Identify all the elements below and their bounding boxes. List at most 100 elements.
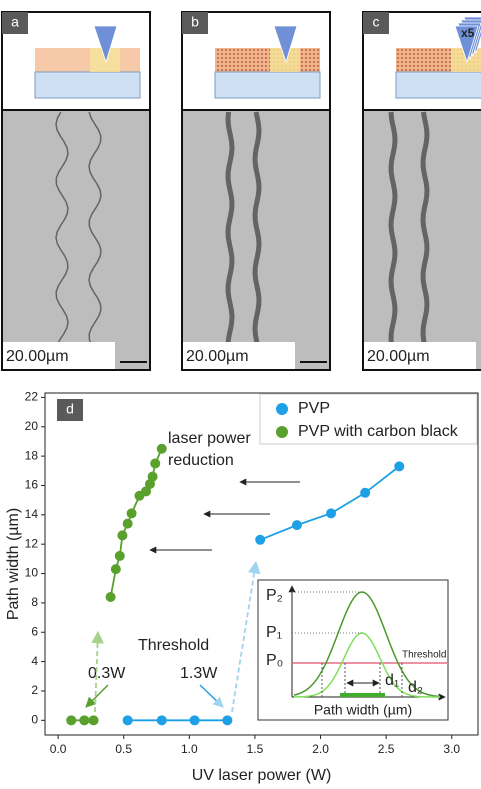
y-tick-label: 12 — [25, 536, 39, 550]
series-line — [109, 448, 163, 598]
label-box — [363, 12, 389, 34]
x-tick-label: 0.5 — [115, 742, 132, 756]
panel-label: a — [11, 14, 19, 30]
legend-marker — [276, 426, 288, 438]
legend-marker — [276, 403, 288, 415]
panel-label: c — [373, 14, 380, 30]
laser-cone — [93, 25, 118, 64]
data-point — [117, 530, 128, 541]
data-point — [110, 564, 121, 575]
label-box — [182, 12, 208, 34]
data-point — [66, 715, 77, 726]
dashed-arrow — [231, 560, 261, 713]
track-line — [55, 111, 69, 365]
label-box — [57, 399, 83, 421]
laser-cone — [454, 25, 479, 64]
data-point — [105, 592, 116, 603]
panels: a 20.00µm b 20.00µm c x5 20.00µm — [1, 11, 481, 371]
data-point — [291, 520, 302, 531]
data-point — [360, 487, 371, 498]
inset-label: Path width (µm) — [314, 702, 412, 718]
profile-curve — [293, 591, 441, 698]
x-tick-label: 1.5 — [247, 742, 264, 756]
data-point — [88, 715, 99, 726]
series-line — [259, 465, 400, 541]
inset-label: P₀ — [266, 652, 283, 669]
scale-box — [183, 342, 295, 369]
panel: c x5 20.00µm — [362, 11, 481, 371]
laser-cone — [273, 25, 298, 64]
data-point — [141, 486, 152, 497]
substrate — [395, 71, 481, 99]
substrate — [34, 71, 141, 99]
data-point — [147, 471, 158, 482]
y-tick-label: 16 — [25, 478, 39, 492]
x-tick-label: 2.5 — [378, 742, 395, 756]
inset-label: Threshold — [402, 650, 446, 661]
annotation: Threshold — [138, 637, 209, 654]
data-point — [222, 715, 233, 726]
x-axis-label: UV laser power (W) — [192, 767, 332, 784]
y-tick-label: 0 — [31, 712, 38, 726]
scale-box — [3, 342, 115, 369]
annotation: 0.3W — [88, 665, 126, 682]
repeat-note: x5 — [461, 26, 475, 40]
scale-label: 20.00µm — [6, 348, 69, 365]
chart: 0 2 4 6 8 10 12 14 16 18 20 22 0.0 0.5 1.0 1.5 2.0 2.5 3.0… — [5, 390, 479, 784]
y-tick-label: 2 — [31, 683, 38, 697]
annotation: reduction — [168, 452, 234, 469]
data-point — [156, 443, 167, 454]
scale-label: 20.00µm — [367, 348, 430, 365]
annotation: laser power — [168, 430, 251, 447]
y-tick-label: 22 — [25, 390, 39, 404]
legend-box — [259, 393, 478, 445]
y-tick-label: 8 — [31, 595, 38, 609]
annotation: 1.3W — [180, 665, 218, 682]
legend-label: PVP with carbon black — [298, 423, 459, 440]
y-tick-label: 4 — [31, 654, 38, 668]
data-point — [122, 518, 133, 529]
track-line — [388, 111, 398, 365]
label-box — [2, 12, 28, 34]
data-point — [394, 461, 405, 472]
track-line — [252, 111, 262, 365]
substrate — [214, 71, 321, 99]
panel-label: d — [66, 401, 74, 417]
film-top — [215, 48, 320, 72]
data-point — [122, 715, 133, 726]
data-point — [126, 508, 137, 519]
data-point — [326, 508, 337, 519]
track-line — [225, 111, 235, 365]
x-tick-label: 3.0 — [443, 742, 460, 756]
micrograph — [3, 110, 149, 369]
data-point — [156, 715, 167, 726]
plot-frame — [44, 392, 479, 736]
y-tick-label: 18 — [25, 448, 39, 462]
data-point — [79, 715, 90, 726]
scale-box — [364, 342, 476, 369]
arrow — [85, 684, 109, 708]
profile-curve — [293, 632, 441, 698]
track-line — [88, 111, 102, 365]
path-bar — [340, 693, 385, 697]
y-tick-label: 14 — [25, 507, 39, 521]
x-tick-label: 1.0 — [181, 742, 198, 756]
panel-label: b — [191, 14, 199, 30]
panel: b 20.00µm — [181, 11, 331, 371]
y-axis-label: Path width (µm) — [5, 508, 22, 620]
data-point — [150, 458, 161, 469]
y-tick-label: 10 — [25, 566, 39, 580]
film-top — [35, 48, 140, 72]
inset-label: P₁ — [266, 624, 282, 641]
scale-label: 20.00µm — [186, 348, 249, 365]
legend-label: PVP — [298, 400, 330, 417]
x-tick-label: 0.0 — [50, 742, 67, 756]
arrow — [199, 684, 224, 708]
inset-label: d₂ — [408, 679, 423, 696]
x-tick-label: 2.0 — [312, 742, 329, 756]
inset-label: P₂ — [266, 587, 283, 604]
data-point — [114, 550, 125, 561]
panel: a 20.00µm — [1, 11, 151, 371]
track-line — [420, 111, 430, 365]
